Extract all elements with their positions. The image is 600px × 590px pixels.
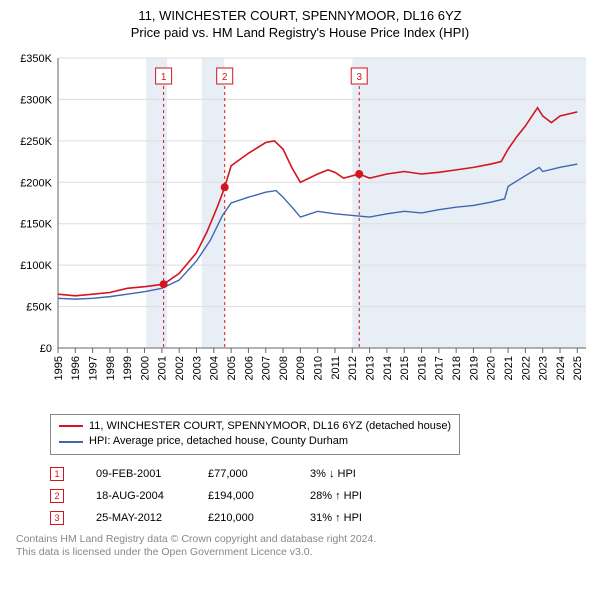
legend-swatch-property [59,425,83,427]
svg-text:£50K: £50K [26,301,52,313]
svg-text:1996: 1996 [70,356,82,380]
svg-text:2021: 2021 [503,356,515,380]
event-date-2: 18-AUG-2004 [96,485,176,507]
svg-text:2005: 2005 [226,356,238,380]
svg-text:1997: 1997 [87,356,99,380]
svg-text:2025: 2025 [572,356,584,380]
event-price-2: £194,000 [208,485,278,507]
svg-text:£200K: £200K [20,177,52,189]
event-marker-3: 3 [50,511,64,525]
svg-text:£100K: £100K [20,260,52,272]
svg-text:2002: 2002 [174,356,186,380]
svg-text:2016: 2016 [416,356,428,380]
svg-text:1999: 1999 [122,356,134,380]
svg-text:£250K: £250K [20,136,52,148]
event-row-3: 3 25-MAY-2012 £210,000 31% ↑ HPI [50,507,590,529]
event-date-1: 09-FEB-2001 [96,463,176,485]
svg-text:1: 1 [161,72,167,83]
svg-text:3: 3 [356,72,362,83]
svg-text:2006: 2006 [243,356,255,380]
svg-text:£300K: £300K [20,94,52,106]
legend: 11, WINCHESTER COURT, SPENNYMOOR, DL16 6… [50,414,460,455]
events-table: 1 09-FEB-2001 £77,000 3% ↓ HPI 2 18-AUG-… [50,463,590,529]
svg-text:£150K: £150K [20,218,52,230]
svg-text:2012: 2012 [347,356,359,380]
event-date-3: 25-MAY-2012 [96,507,176,529]
svg-text:£350K: £350K [20,53,52,65]
legend-swatch-hpi [59,441,83,443]
svg-text:2022: 2022 [520,356,532,380]
title-line-1: 11, WINCHESTER COURT, SPENNYMOOR, DL16 6… [10,8,590,25]
svg-text:£0: £0 [40,343,52,355]
svg-text:2004: 2004 [209,356,221,380]
event-delta-1: 3% ↓ HPI [310,463,356,485]
title-line-2: Price paid vs. HM Land Registry's House … [10,25,590,42]
legend-row-property: 11, WINCHESTER COURT, SPENNYMOOR, DL16 6… [59,419,451,434]
svg-text:2015: 2015 [399,356,411,380]
footnote: Contains HM Land Registry data © Crown c… [16,533,590,560]
svg-text:2011: 2011 [330,356,342,380]
event-marker-1: 1 [50,467,64,481]
svg-text:2: 2 [222,72,228,83]
svg-text:2003: 2003 [191,356,203,380]
chart-area: £0 £50K £100K £150K £200K £250K £300K £350K 1995… [10,48,590,408]
svg-text:2023: 2023 [538,356,550,380]
svg-text:1995: 1995 [53,356,65,380]
event-price-1: £77,000 [208,463,278,485]
event-price-3: £210,000 [208,507,278,529]
price-chart: £0 £50K £100K £150K £200K £250K £300K £350K 1995… [10,48,590,408]
svg-text:2007: 2007 [261,356,273,380]
svg-text:2018: 2018 [451,356,463,380]
footnote-line-1: Contains HM Land Registry data © Crown c… [16,533,590,547]
legend-label-property: 11, WINCHESTER COURT, SPENNYMOOR, DL16 6… [89,419,451,434]
legend-label-hpi: HPI: Average price, detached house, Coun… [89,434,348,449]
svg-text:2019: 2019 [468,356,480,380]
chart-title-block: 11, WINCHESTER COURT, SPENNYMOOR, DL16 6… [10,8,590,42]
svg-text:2013: 2013 [364,356,376,380]
event-delta-3: 31% ↑ HPI [310,507,362,529]
svg-text:2020: 2020 [486,356,498,380]
svg-text:2001: 2001 [157,356,169,380]
event-row-2: 2 18-AUG-2004 £194,000 28% ↑ HPI [50,485,590,507]
svg-text:2017: 2017 [434,356,446,380]
footnote-line-2: This data is licensed under the Open Gov… [16,546,590,560]
svg-text:2014: 2014 [382,356,394,380]
svg-text:2008: 2008 [278,356,290,380]
svg-text:2000: 2000 [139,356,151,380]
svg-text:1998: 1998 [105,356,117,380]
event-delta-2: 28% ↑ HPI [310,485,362,507]
svg-text:2010: 2010 [313,356,325,380]
svg-text:2009: 2009 [295,356,307,380]
legend-row-hpi: HPI: Average price, detached house, Coun… [59,434,451,449]
svg-text:2024: 2024 [555,356,567,380]
event-row-1: 1 09-FEB-2001 £77,000 3% ↓ HPI [50,463,590,485]
event-marker-2: 2 [50,489,64,503]
